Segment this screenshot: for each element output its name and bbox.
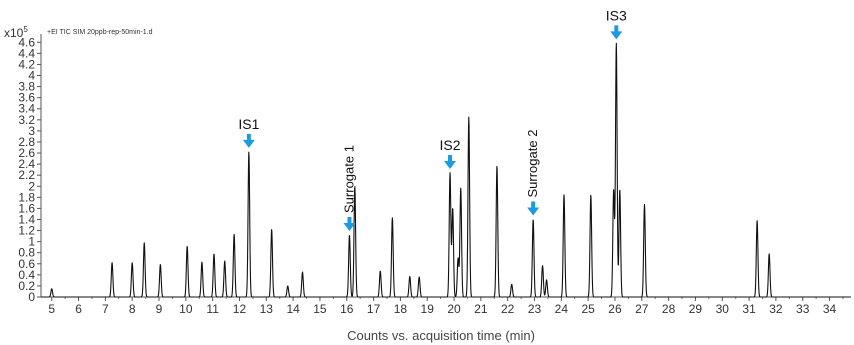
x-tick-label: 31 xyxy=(742,302,756,316)
x-tick-label: 28 xyxy=(662,302,676,316)
x-tick-label: 10 xyxy=(179,302,193,316)
annotation-label: IS1 xyxy=(238,116,259,132)
x-tick-label: 27 xyxy=(635,302,649,316)
y-tick-label: 3.8 xyxy=(18,80,35,94)
x-tick-label: 34 xyxy=(823,302,837,316)
x-tick-label: 13 xyxy=(260,302,274,316)
x-tick-label: 16 xyxy=(340,302,354,316)
annotation-is1: IS1 xyxy=(238,116,260,148)
tic-trace-line xyxy=(40,42,852,298)
x-tick-label: 11 xyxy=(206,302,219,316)
x-tick-label: 15 xyxy=(313,302,327,316)
x-tick-label: 23 xyxy=(528,302,542,316)
y-tick-label: 4.4 xyxy=(18,46,35,60)
y-axis-multiplier: x105 xyxy=(4,25,28,40)
y-tick-label: 0.2 xyxy=(18,279,35,293)
y-tick-label: 2.8 xyxy=(18,135,35,149)
annotation-is3: IS3 xyxy=(606,7,627,40)
annotation-surrogate-2: Surrogate 2 xyxy=(525,130,540,216)
x-tick-label: 24 xyxy=(555,302,569,316)
annotation-group: IS1 Surrogate 1 IS2 Surrogate 2 IS3 xyxy=(238,7,627,231)
x-tick-label: 25 xyxy=(581,302,595,316)
y-tick-label: 2 xyxy=(28,179,35,193)
annotation-is2: IS2 xyxy=(440,137,461,169)
y-tick-label: 3.2 xyxy=(18,113,35,127)
x-tick-label: 18 xyxy=(394,302,408,316)
y-tick-label: 4.2 xyxy=(18,57,35,71)
x-tick-label: 33 xyxy=(796,302,810,316)
down-arrow-icon xyxy=(343,216,356,231)
down-arrow-icon xyxy=(242,133,255,148)
y-tick-label: 4.6 xyxy=(18,35,35,49)
x-tick-label: 26 xyxy=(608,302,622,316)
axes xyxy=(40,34,851,298)
y-tick-label: 1.2 xyxy=(18,224,35,238)
y-tick-label: 2.2 xyxy=(18,168,35,182)
y-tick-label: 2.6 xyxy=(18,146,35,160)
annotation-label: Surrogate 1 xyxy=(341,145,356,213)
y-tick-label: 0.8 xyxy=(18,246,35,260)
y-tick-label: 1.8 xyxy=(18,190,35,204)
x-tick-label: 21 xyxy=(474,302,488,316)
y-tick-label: 3.4 xyxy=(18,102,35,116)
y-tick-label: 1.4 xyxy=(18,212,35,226)
x-axis-label: Counts vs. acquisition time (min) xyxy=(347,328,535,343)
y-tick-label: 4 xyxy=(28,69,35,83)
x-tick-label: 30 xyxy=(716,302,730,316)
y-tick-label: 0 xyxy=(28,290,35,304)
x-tick-label: 9 xyxy=(156,302,163,316)
x-tick-label: 14 xyxy=(286,302,300,316)
down-arrow-icon xyxy=(610,25,623,40)
x-tick-label: 29 xyxy=(689,302,703,316)
x-tick-label: 22 xyxy=(501,302,515,316)
y-tick-group: 00.20.40.60.811.21.41.61.822.22.42.62.83… xyxy=(18,35,41,304)
annotation-label: Surrogate 2 xyxy=(525,130,540,198)
y-tick-label: 0.4 xyxy=(18,268,35,282)
y-tick-label: 1.6 xyxy=(18,201,35,215)
x-tick-label: 12 xyxy=(233,302,247,316)
y-tick-label: 3.6 xyxy=(18,91,35,105)
x-tick-label: 32 xyxy=(769,302,783,316)
y-tick-label: 2.4 xyxy=(18,157,35,171)
annotation-surrogate-1: Surrogate 1 xyxy=(341,145,356,231)
x-tick-label: 8 xyxy=(129,302,136,316)
x-tick-label: 5 xyxy=(48,302,55,316)
down-arrow-icon xyxy=(527,201,540,216)
x-tick-label: 6 xyxy=(75,302,82,316)
x-tick-label: 19 xyxy=(421,302,435,316)
x-tick-label: 7 xyxy=(102,302,109,316)
down-arrow-icon xyxy=(444,154,457,169)
x-tick-group: 5 6 7 8 9 10 11 12 13 14 15 16 17 18 19 20 21 22 23 24 25 26 2… xyxy=(48,297,844,316)
x-tick-label: 17 xyxy=(367,302,381,316)
y-tick-label: 1 xyxy=(28,235,35,249)
y-tick-label: 3 xyxy=(28,124,35,138)
chart-subtitle: +EI TIC SIM 20ppb-rep-50min-1.d xyxy=(47,29,153,36)
x-tick-label: 20 xyxy=(447,302,461,316)
y-tick-label: 0.6 xyxy=(18,257,35,271)
annotation-label: IS3 xyxy=(606,7,627,23)
annotation-label: IS2 xyxy=(440,137,461,153)
